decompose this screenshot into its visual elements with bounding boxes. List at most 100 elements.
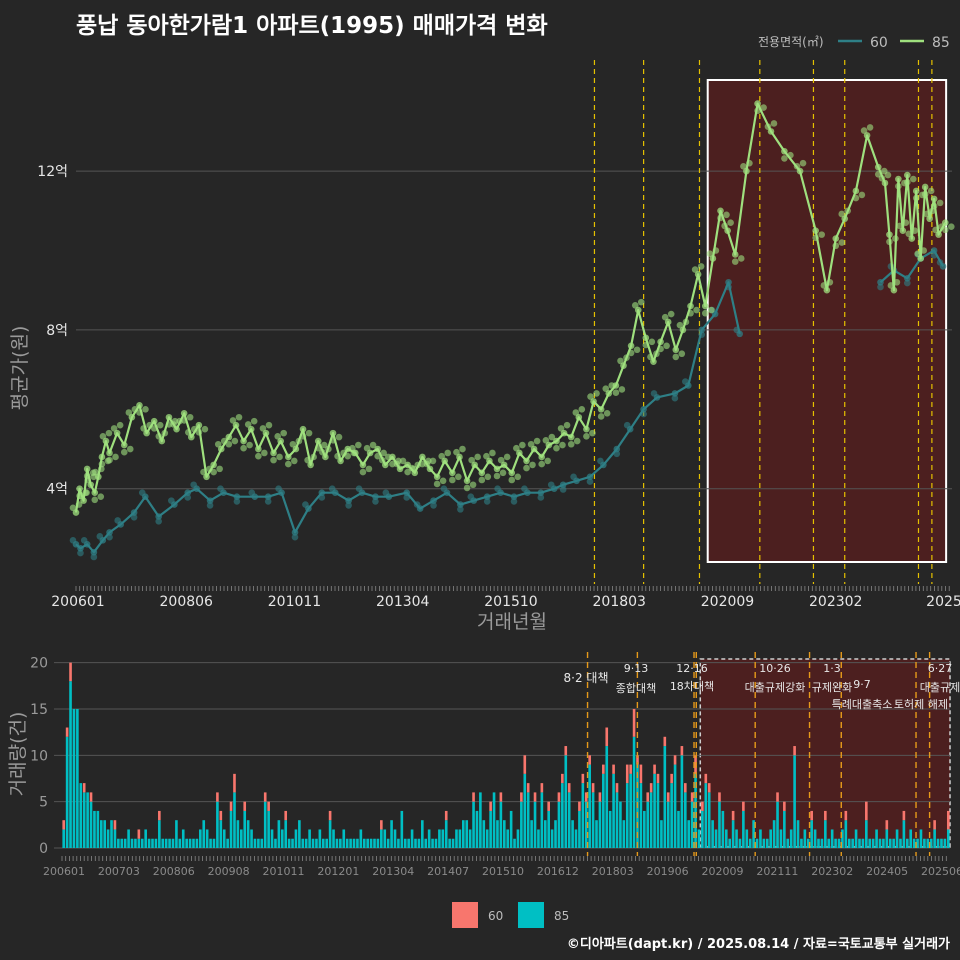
data-point-85 [142,406,149,413]
data-point-60 [155,517,162,525]
bar-85 [499,801,503,848]
bar-85 [543,820,547,848]
data-point-85 [737,255,745,262]
bar-60 [523,755,527,774]
bar-60 [65,727,69,737]
data-point-85 [274,433,281,440]
data-point-60 [328,485,336,493]
bar-60 [158,810,161,821]
data-point-85 [563,421,571,429]
data-point-85 [359,468,367,476]
bar-85 [291,838,294,848]
bar-85 [356,838,359,848]
bar-60 [62,820,66,830]
bar-60 [598,792,602,802]
data-point-60 [547,481,555,489]
data-point-85 [489,449,496,457]
bar-85 [567,792,571,848]
bar-85 [834,838,837,848]
bar-85 [612,773,615,848]
policy-lines-bottom [586,652,931,856]
data-point-85 [469,481,477,489]
bar-85 [246,820,250,848]
bar-85 [93,810,96,848]
data-point-60 [494,485,501,493]
bar-85 [933,829,936,848]
bar-85 [277,820,281,848]
data-point-85 [637,298,645,306]
bar-85 [315,838,318,848]
bar-60 [670,773,673,784]
bar-60 [933,820,936,830]
x-tick-label: 200806 [153,865,195,878]
data-point-85 [250,417,258,425]
bar-60 [615,783,619,793]
data-point-85 [369,441,377,449]
data-point-85 [589,429,596,437]
data-point-60 [440,485,448,493]
data-point-85 [697,263,705,270]
data-point-85 [706,250,714,257]
bar-85 [380,829,383,848]
y-tick-label: 5 [39,795,48,811]
bar-60 [557,792,561,802]
legend-bottom: 60 85 [452,902,569,928]
data-point-85 [484,473,492,481]
bar-85 [738,838,742,848]
data-point-85 [216,465,223,473]
bar-85 [520,801,523,848]
bar-60 [653,764,656,774]
data-point-85 [438,452,446,460]
bar-85 [369,838,373,848]
bar-85 [946,829,950,848]
policy-annotation-label: 대출규제 [920,681,960,694]
data-point-85 [818,231,825,238]
x-axis-title: 거래년월 [477,611,547,633]
bar-85 [537,829,540,848]
data-point-85 [603,409,611,417]
bar-85 [270,829,274,848]
bar-85 [936,838,940,848]
data-point-60 [264,498,272,505]
bar-60 [533,792,537,802]
series-group [69,100,955,561]
bar-85 [516,829,520,848]
data-point-60 [457,506,464,513]
bar-85 [561,783,564,848]
bar-85 [923,838,926,848]
bar-85 [205,829,209,848]
bar-60 [520,792,523,802]
bar-85 [318,829,322,848]
bar-85 [96,810,100,848]
data-point-85 [474,453,481,461]
bar-85 [940,838,943,848]
data-point-85 [259,425,267,432]
bar-60 [82,783,86,793]
data-point-85 [572,409,580,416]
bar-85 [181,829,185,848]
data-point-85 [612,389,620,396]
bar-85 [390,820,393,848]
bar-85 [335,838,339,848]
data-point-85 [519,441,526,449]
data-point-85 [235,413,243,421]
bar-60 [89,792,93,802]
data-point-85 [553,444,560,452]
bar-85 [222,829,226,848]
bar-85 [789,829,793,848]
bar-85 [865,820,868,848]
bar-85 [339,838,342,848]
bar-85 [643,810,646,848]
x-tick-label: 202302 [809,594,862,610]
bar-85 [564,755,568,848]
bar-85 [731,820,735,848]
policy-annotation-label: 18차대책 [670,680,714,693]
bar-85 [202,820,206,848]
data-point-60 [586,478,594,485]
bar-85 [267,810,270,848]
bar-85 [421,820,424,848]
data-point-60 [430,502,437,509]
bar-60 [646,792,650,802]
x-tick-label: 201906 [647,865,689,878]
bar-85 [171,838,175,848]
